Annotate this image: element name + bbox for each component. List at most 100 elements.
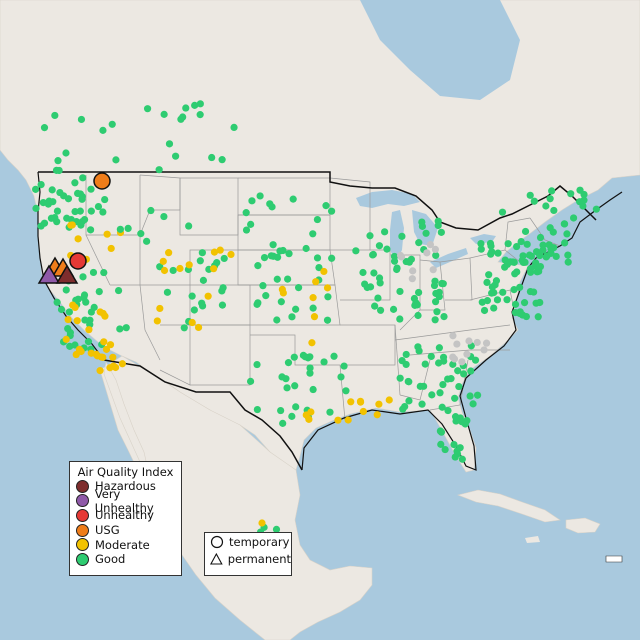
station-marker-good[interactable]	[199, 276, 208, 284]
station-marker-unhealthy[interactable]	[69, 252, 87, 270]
station-marker-good[interactable]	[100, 268, 108, 277]
station-marker-good[interactable]	[284, 275, 292, 283]
station-marker-good[interactable]	[418, 400, 426, 408]
station-marker-good[interactable]	[219, 284, 227, 292]
station-marker-good[interactable]	[322, 202, 330, 210]
station-marker-good[interactable]	[155, 166, 163, 174]
station-marker-good[interactable]	[71, 207, 79, 216]
station-marker-good[interactable]	[498, 208, 507, 216]
station-marker-good[interactable]	[525, 251, 534, 259]
station-marker-good[interactable]	[277, 406, 285, 415]
station-marker-moderate[interactable]	[102, 345, 111, 353]
station-marker-good[interactable]	[428, 391, 436, 399]
station-marker-good[interactable]	[487, 250, 495, 258]
station-marker-no-data[interactable]	[482, 339, 491, 347]
station-marker-good[interactable]	[454, 367, 462, 375]
station-marker-good[interactable]	[404, 377, 412, 386]
station-marker-good[interactable]	[477, 245, 485, 253]
station-marker-good[interactable]	[460, 370, 468, 378]
station-marker-good[interactable]	[376, 306, 385, 314]
station-marker-moderate[interactable]	[373, 411, 381, 419]
station-marker-good[interactable]	[253, 405, 261, 414]
station-marker-good[interactable]	[292, 305, 300, 313]
station-marker-good[interactable]	[218, 301, 227, 309]
station-marker-good[interactable]	[230, 123, 238, 132]
station-marker-moderate[interactable]	[64, 315, 72, 324]
station-marker-good[interactable]	[359, 268, 367, 277]
station-marker-good[interactable]	[466, 392, 474, 400]
station-marker-moderate[interactable]	[103, 230, 111, 238]
station-marker-good[interactable]	[62, 149, 70, 157]
station-marker-good[interactable]	[112, 156, 120, 164]
station-marker-good[interactable]	[519, 252, 527, 260]
station-marker-moderate[interactable]	[323, 284, 332, 292]
station-marker-good[interactable]	[415, 288, 423, 297]
station-marker-good[interactable]	[309, 385, 317, 394]
station-marker-moderate[interactable]	[308, 339, 316, 347]
station-marker-good[interactable]	[569, 214, 578, 222]
station-marker-good[interactable]	[185, 222, 193, 230]
station-marker-good[interactable]	[190, 306, 198, 314]
station-marker-good[interactable]	[437, 428, 446, 436]
station-marker-good[interactable]	[456, 444, 464, 452]
station-marker-good[interactable]	[77, 115, 86, 124]
station-marker-good[interactable]	[375, 242, 384, 250]
station-marker-good[interactable]	[32, 204, 40, 212]
station-marker-good[interactable]	[292, 403, 300, 411]
station-marker-good[interactable]	[458, 455, 466, 463]
station-marker-moderate[interactable]	[85, 326, 93, 334]
station-marker-good[interactable]	[64, 195, 73, 203]
station-marker-good[interactable]	[71, 179, 79, 187]
station-marker-moderate[interactable]	[109, 353, 117, 361]
station-marker-good[interactable]	[563, 230, 571, 238]
station-marker-moderate[interactable]	[77, 347, 85, 356]
station-marker-moderate[interactable]	[106, 341, 115, 349]
station-marker-moderate[interactable]	[153, 317, 161, 325]
station-marker-good[interactable]	[435, 344, 443, 352]
station-marker-good[interactable]	[269, 241, 277, 249]
station-marker-moderate[interactable]	[210, 248, 219, 256]
station-marker-good[interactable]	[160, 110, 168, 118]
station-marker-moderate[interactable]	[188, 318, 196, 327]
station-marker-good[interactable]	[278, 373, 286, 381]
station-marker-moderate[interactable]	[385, 396, 393, 404]
station-marker-good[interactable]	[137, 230, 145, 238]
station-marker-good[interactable]	[361, 280, 369, 288]
station-marker-good[interactable]	[273, 316, 281, 324]
station-marker-good[interactable]	[542, 202, 550, 210]
station-marker-good[interactable]	[309, 304, 317, 312]
station-marker-good[interactable]	[306, 364, 314, 372]
station-marker-good[interactable]	[247, 220, 255, 228]
station-marker-good[interactable]	[326, 408, 334, 416]
station-marker-good[interactable]	[536, 251, 544, 260]
station-marker-moderate[interactable]	[159, 257, 167, 265]
station-marker-moderate[interactable]	[204, 292, 212, 300]
station-marker-good[interactable]	[32, 185, 40, 193]
station-marker-good[interactable]	[503, 296, 511, 304]
station-marker-good[interactable]	[455, 382, 463, 391]
station-marker-good[interactable]	[90, 303, 98, 311]
station-marker-moderate[interactable]	[210, 265, 218, 273]
station-marker-moderate[interactable]	[347, 398, 355, 406]
station-marker-usg[interactable]	[93, 172, 111, 190]
station-marker-good[interactable]	[122, 324, 130, 332]
station-marker-good[interactable]	[246, 377, 255, 385]
station-marker-moderate[interactable]	[73, 317, 81, 325]
station-marker-no-data[interactable]	[473, 338, 481, 347]
station-marker-good[interactable]	[285, 250, 293, 258]
station-marker-good[interactable]	[101, 195, 109, 204]
station-marker-good[interactable]	[552, 252, 560, 261]
station-marker-good[interactable]	[165, 140, 174, 148]
station-marker-good[interactable]	[396, 287, 404, 296]
station-marker-good[interactable]	[306, 369, 314, 377]
station-marker-good[interactable]	[488, 283, 496, 291]
station-marker-no-data[interactable]	[449, 332, 457, 340]
station-marker-good[interactable]	[510, 286, 518, 294]
station-marker-good[interactable]	[57, 305, 66, 314]
station-marker-good[interactable]	[405, 258, 413, 266]
station-marker-good[interactable]	[198, 299, 206, 307]
station-marker-good[interactable]	[54, 157, 62, 165]
station-marker-good[interactable]	[393, 265, 401, 274]
station-marker-good[interactable]	[328, 254, 336, 262]
station-marker-good[interactable]	[79, 273, 87, 281]
